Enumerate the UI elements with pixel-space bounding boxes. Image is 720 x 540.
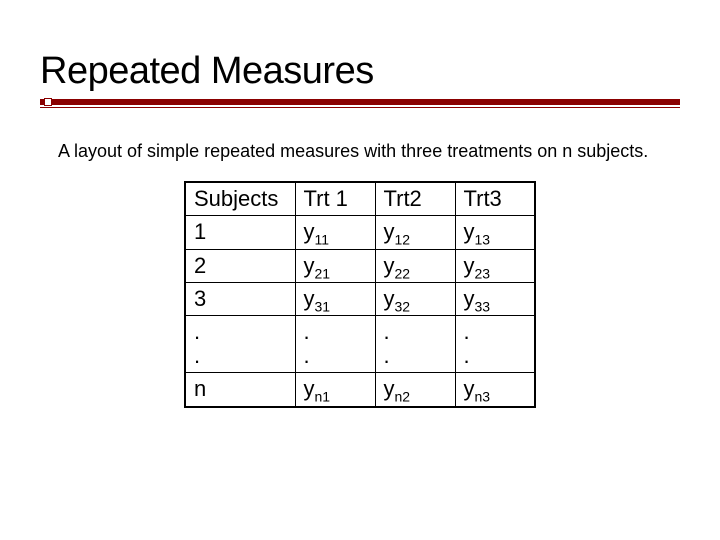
- table-header-cell: Trt2: [375, 182, 455, 216]
- table-cell-value: y22: [375, 249, 455, 282]
- slide-description: A layout of simple repeated measures wit…: [58, 139, 668, 163]
- layout-table: SubjectsTrt 1Trt2Trt31y11y12y132y21y22y2…: [184, 181, 536, 407]
- table-row-dots: ........: [185, 316, 535, 373]
- table-cell-value: yn1: [295, 373, 375, 407]
- table-cell-dots: ..: [185, 316, 295, 373]
- table-header-row: SubjectsTrt 1Trt2Trt3: [185, 182, 535, 216]
- table-cell-dots: ..: [375, 316, 455, 373]
- table-cell-value: y23: [455, 249, 535, 282]
- table-body: SubjectsTrt 1Trt2Trt31y11y12y132y21y22y2…: [185, 182, 535, 406]
- table-cell-subject: 2: [185, 249, 295, 282]
- slide-title: Repeated Measures: [40, 50, 680, 93]
- title-rule-underline: [40, 107, 680, 108]
- table-header-cell: Trt 1: [295, 182, 375, 216]
- table-cell-value: y11: [295, 216, 375, 249]
- table-cell-dots: ..: [295, 316, 375, 373]
- table-cell-subject: n: [185, 373, 295, 407]
- table-cell-subject: 3: [185, 282, 295, 315]
- table-cell-value: yn3: [455, 373, 535, 407]
- table-cell-subject: 1: [185, 216, 295, 249]
- table-cell-dots: ..: [455, 316, 535, 373]
- table-cell-value: y12: [375, 216, 455, 249]
- table-header-cell: Subjects: [185, 182, 295, 216]
- title-rule-marker: [44, 98, 52, 106]
- table-cell-value: y21: [295, 249, 375, 282]
- table-cell-value: y31: [295, 282, 375, 315]
- table-cell-value: y13: [455, 216, 535, 249]
- title-rule-bar: [40, 99, 680, 105]
- table-row: 3y31y32y33: [185, 282, 535, 315]
- table-cell-value: y33: [455, 282, 535, 315]
- table-wrap: SubjectsTrt 1Trt2Trt31y11y12y132y21y22y2…: [40, 181, 680, 407]
- table-row: 1y11y12y13: [185, 216, 535, 249]
- table-cell-value: yn2: [375, 373, 455, 407]
- table-header-cell: Trt3: [455, 182, 535, 216]
- slide-root: Repeated Measures A layout of simple rep…: [0, 0, 720, 448]
- table-cell-value: y32: [375, 282, 455, 315]
- title-rule: [40, 99, 680, 109]
- table-row: 2y21y22y23: [185, 249, 535, 282]
- table-row: nyn1yn2yn3: [185, 373, 535, 407]
